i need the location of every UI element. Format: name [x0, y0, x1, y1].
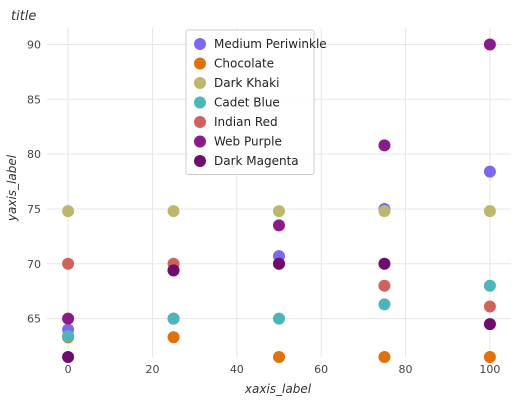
- point-cadet-blue: [378, 298, 391, 311]
- y-tick-label: 65: [27, 313, 41, 326]
- point-web-purple: [483, 38, 496, 51]
- x-tick-label: 100: [479, 363, 500, 376]
- legend-label-dark-magenta: Dark Magenta: [214, 154, 299, 168]
- legend-label-medium-periwinkle: Medium Periwinkle: [214, 37, 327, 51]
- y-tick-label: 75: [27, 203, 41, 216]
- x-tick-label: 60: [314, 363, 328, 376]
- point-dark-khaki: [483, 205, 496, 218]
- point-dark-magenta: [62, 351, 75, 363]
- legend-marker-web-purple: [194, 135, 206, 148]
- legend-marker-indian-red: [194, 116, 206, 128]
- point-dark-khaki: [62, 205, 75, 218]
- legend-marker-cadet-blue: [194, 96, 206, 109]
- legend-label-chocolate: Chocolate: [214, 57, 274, 71]
- point-dark-magenta: [167, 264, 180, 277]
- y-tick-label: 80: [27, 148, 41, 161]
- point-dark-khaki: [378, 205, 391, 218]
- legend: Medium Periwinkle Chocolate Dark Khaki Cade…: [185, 29, 327, 175]
- y-axis-title: yaxis_label: [5, 154, 19, 222]
- legend-label-web-purple: Web Purple: [214, 135, 282, 149]
- point-indian-red: [483, 300, 496, 313]
- point-indian-red: [62, 257, 75, 270]
- point-cadet-blue: [62, 330, 75, 343]
- point-web-purple: [273, 219, 285, 232]
- point-dark-khaki: [273, 205, 285, 218]
- legend-box: [185, 29, 315, 175]
- chart-title: title: [11, 9, 36, 24]
- y-axis-ticks: 65 70 75 80 85 90: [27, 38, 41, 325]
- legend-label-indian-red: Indian Red: [214, 115, 278, 129]
- point-web-purple: [378, 139, 391, 152]
- point-dark-magenta: [273, 257, 285, 270]
- x-tick-label: 0: [65, 363, 72, 376]
- legend-marker-dark-magenta: [194, 155, 206, 167]
- point-web-purple: [62, 312, 75, 325]
- point-cadet-blue: [167, 312, 180, 325]
- point-dark-magenta: [483, 318, 496, 331]
- point-dark-khaki: [167, 205, 180, 218]
- x-tick-label: 40: [230, 363, 244, 376]
- point-chocolate: [378, 351, 391, 363]
- point-chocolate: [273, 351, 285, 363]
- point-cadet-blue: [273, 312, 285, 325]
- x-tick-label: 80: [399, 363, 413, 376]
- legend-label-cadet-blue: Cadet Blue: [214, 96, 280, 110]
- point-indian-red: [378, 279, 391, 292]
- x-axis-ticks: 0 20 40 60 80 100: [65, 363, 501, 376]
- legend-marker-dark-khaki: [194, 77, 206, 89]
- legend-marker-chocolate: [194, 57, 206, 70]
- point-chocolate: [483, 351, 496, 363]
- y-tick-label: 90: [27, 38, 41, 51]
- point-medium-periwinkle: [483, 165, 496, 178]
- x-axis-title: xaxis_label: [244, 382, 312, 396]
- x-tick-label: 20: [145, 363, 159, 376]
- data-points: [62, 38, 496, 363]
- legend-marker-medium-periwinkle: [194, 38, 206, 50]
- y-tick-label: 85: [27, 93, 41, 106]
- y-tick-label: 70: [27, 258, 41, 271]
- point-chocolate: [167, 331, 180, 344]
- point-cadet-blue: [483, 279, 496, 292]
- legend-label-dark-khaki: Dark Khaki: [214, 76, 279, 90]
- point-dark-magenta: [378, 257, 391, 270]
